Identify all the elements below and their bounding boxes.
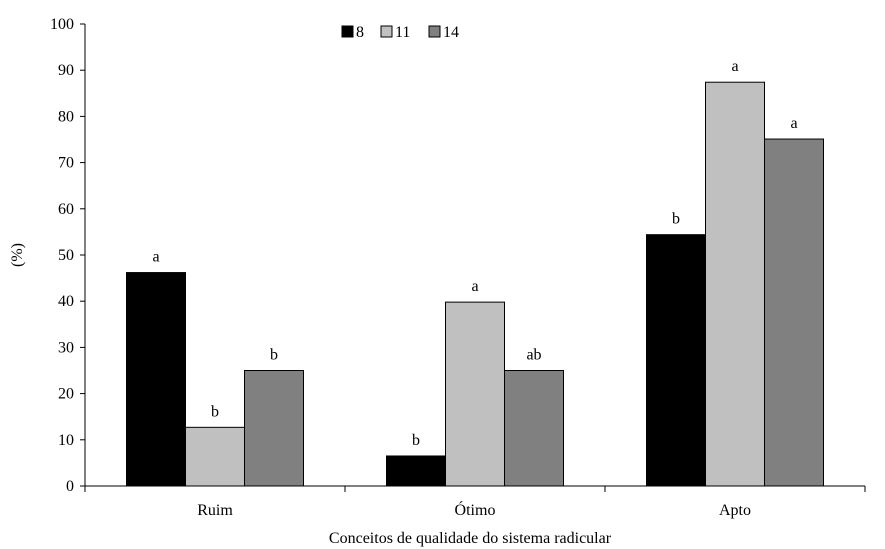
bar-8-Ruim <box>126 272 186 487</box>
x-axis: Ruim Ótimo Apto <box>84 485 866 519</box>
x-axis-title: Conceitos de qualidade do sistema radicu… <box>329 530 612 547</box>
legend-label: 11 <box>395 24 410 41</box>
data-label: b <box>672 211 680 228</box>
legend-label: 14 <box>443 24 459 41</box>
bar-11-Ótimo <box>445 301 505 487</box>
bars <box>126 81 824 487</box>
bar-11-Apto <box>705 81 765 487</box>
data-label: a <box>471 278 478 295</box>
x-tick-label: Ótimo <box>455 500 496 519</box>
legend: 8 11 14 <box>341 24 459 41</box>
y-tick-label: 80 <box>58 108 74 125</box>
y-tick-label: 60 <box>58 201 74 218</box>
y-axis: 0 10 20 30 40 50 60 70 80 90 100 <box>50 16 86 495</box>
legend-label: 8 <box>356 24 364 41</box>
legend-swatch-8 <box>341 25 354 38</box>
data-label: b <box>412 432 420 449</box>
bar-14-Apto <box>764 138 824 487</box>
bar-8-Apto <box>646 234 706 487</box>
data-label: b <box>211 403 219 420</box>
bar-8-Ótimo <box>386 455 446 487</box>
y-tick-label: 50 <box>58 247 74 264</box>
y-tick-label: 20 <box>58 386 74 403</box>
y-tick-label: 40 <box>58 293 74 310</box>
bar-14-Ótimo <box>504 370 564 487</box>
x-tick-label: Apto <box>719 502 751 519</box>
x-tick-label: Ruim <box>197 502 233 519</box>
data-label: ab <box>526 347 541 364</box>
legend-swatch-11 <box>380 25 393 38</box>
y-tick-label: 0 <box>66 478 74 495</box>
bar-11-Ruim <box>185 426 245 487</box>
y-tick-label: 30 <box>58 339 74 356</box>
y-axis-title: (%) <box>9 243 26 267</box>
data-label: b <box>270 347 278 364</box>
y-tick-label: 10 <box>58 432 74 449</box>
data-label: a <box>790 115 797 132</box>
data-label: a <box>731 58 738 75</box>
y-tick-label: 90 <box>58 62 74 79</box>
y-tick-label: 100 <box>50 16 74 33</box>
data-label: a <box>152 249 159 266</box>
legend-swatch-14 <box>428 25 441 38</box>
y-tick-label: 70 <box>58 155 74 172</box>
bar-14-Ruim <box>244 370 304 487</box>
